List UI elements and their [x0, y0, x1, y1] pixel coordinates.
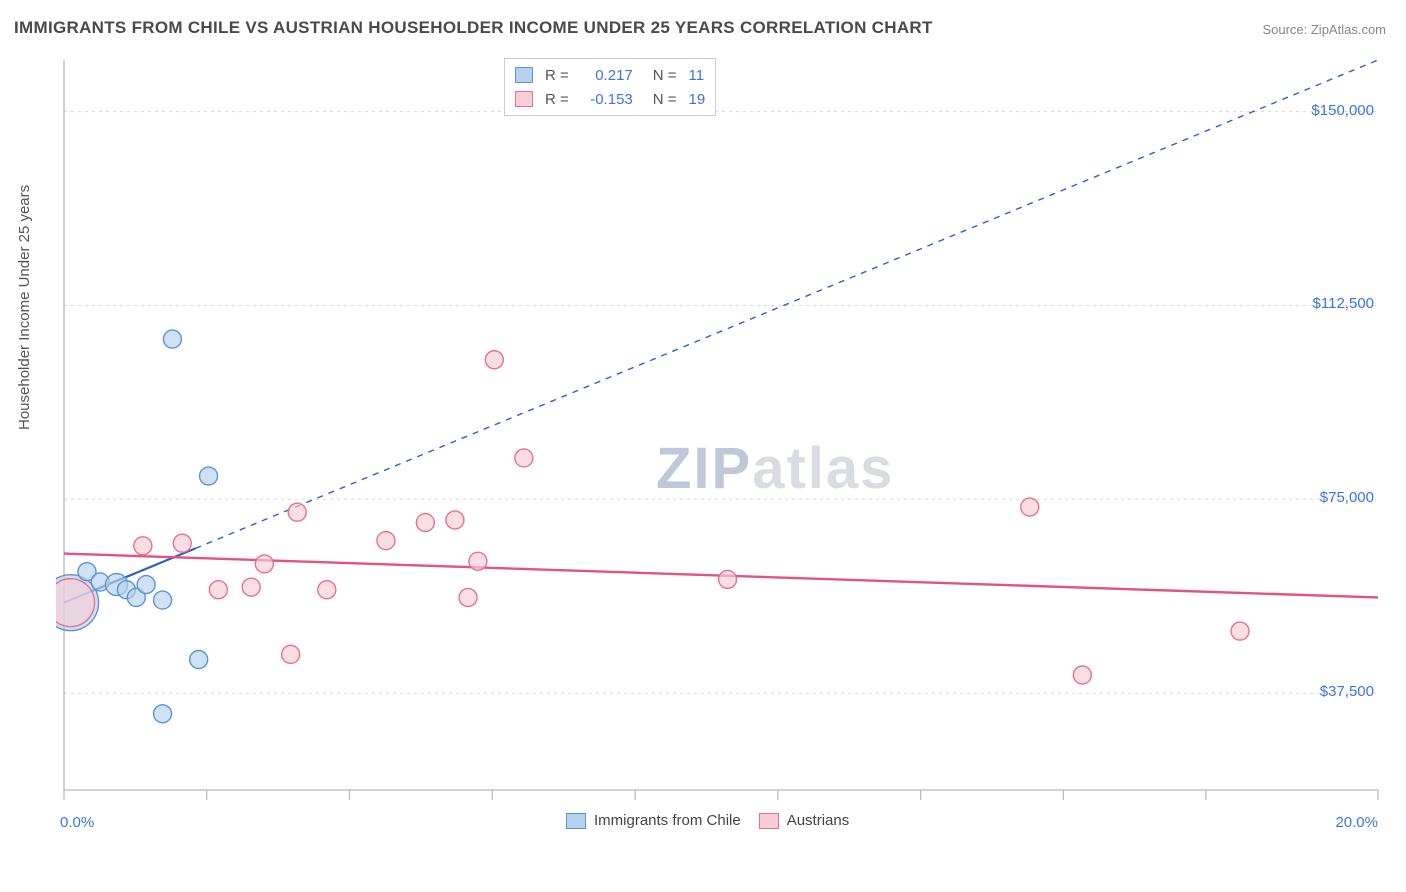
legend-correlations: R = 0.217 N = 11 R = -0.153 N = 19: [504, 58, 716, 116]
y-axis-label: Householder Income Under 25 years: [16, 185, 33, 430]
legend-series-item: Austrians: [759, 812, 850, 829]
legend-n-value: 19: [689, 91, 706, 108]
y-tick-label: $150,000: [1311, 102, 1374, 119]
legend-correlation-row: R = -0.153 N = 19: [515, 87, 705, 111]
x-tick-label: 0.0%: [60, 814, 94, 831]
legend-series-label: Immigrants from Chile: [594, 812, 741, 829]
legend-swatch: [759, 813, 779, 829]
legend-n-label: N =: [653, 91, 677, 108]
scatter-plot: [56, 55, 1386, 815]
y-tick-label: $75,000: [1320, 489, 1374, 506]
x-tick-label: 20.0%: [1335, 814, 1378, 831]
legend-series-item: Immigrants from Chile: [566, 812, 741, 829]
legend-r-value: -0.153: [575, 91, 633, 108]
legend-r-label: R =: [545, 67, 569, 84]
legend-r-label: R =: [545, 91, 569, 108]
chart-area: ZIPatlas $37,500$75,000$112,500$150,0000…: [56, 55, 1386, 815]
legend-series: Immigrants from Chile Austrians: [566, 812, 849, 829]
source-attribution: Source: ZipAtlas.com: [1262, 22, 1386, 37]
chart-container: { "title": "IMMIGRANTS FROM CHILE VS AUS…: [0, 0, 1406, 892]
legend-n-value: 11: [689, 67, 705, 84]
legend-swatch: [566, 813, 586, 829]
chart-title: IMMIGRANTS FROM CHILE VS AUSTRIAN HOUSEH…: [14, 18, 933, 38]
y-tick-label: $37,500: [1320, 683, 1374, 700]
legend-correlation-row: R = 0.217 N = 11: [515, 63, 705, 87]
legend-r-value: 0.217: [575, 67, 633, 84]
legend-swatch: [515, 91, 533, 107]
legend-series-label: Austrians: [787, 812, 850, 829]
legend-n-label: N =: [653, 67, 677, 84]
legend-swatch: [515, 67, 533, 83]
y-tick-label: $112,500: [1313, 295, 1374, 312]
